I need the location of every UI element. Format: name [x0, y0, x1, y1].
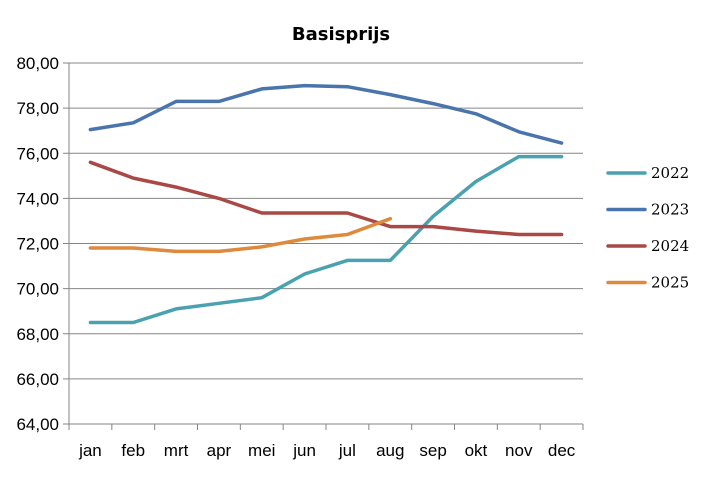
y-tick-label: 76,00 — [16, 144, 59, 163]
legend-label-2024: 2024 — [651, 237, 689, 255]
series-line-2024 — [88, 160, 564, 237]
x-tick-label: jul — [338, 441, 356, 460]
legend: 2022 2023 2024 2025 — [606, 164, 689, 292]
legend-label-2025: 2025 — [651, 274, 689, 292]
axes — [68, 63, 584, 430]
x-tick-label: feb — [121, 441, 145, 460]
y-tick-label: 80,00 — [16, 54, 59, 73]
x-tick-label: sep — [419, 441, 446, 460]
series-line-2022 — [88, 154, 564, 325]
y-tick-label: 74,00 — [16, 189, 59, 208]
x-tick-label: jun — [292, 441, 316, 460]
y-axis-tick-labels: 80,00 78,00 76,00 74,00 72,00 70,00 68,00 66,00… — [16, 54, 59, 434]
x-tick-label: aug — [376, 441, 404, 460]
y-tick-label: 72,00 — [16, 235, 59, 254]
x-axis-tick-labels: jan feb mrt apr mei jun jul aug sep okt nov dec — [78, 441, 576, 460]
x-tick-label: nov — [505, 441, 533, 460]
series-line-2023 — [88, 83, 564, 145]
series-lines — [88, 83, 564, 325]
x-tick-label: apr — [207, 441, 232, 460]
x-tick-label: dec — [548, 441, 576, 460]
x-tick-label: okt — [465, 441, 488, 460]
y-tick-label: 66,00 — [16, 370, 59, 389]
y-tick-label: 68,00 — [16, 325, 59, 344]
series-line-2025 — [88, 216, 393, 254]
legend-label-2022: 2022 — [651, 164, 689, 182]
x-tick-label: mei — [248, 441, 275, 460]
y-tick-label: 70,00 — [16, 280, 59, 299]
chart-title: Basisprijs — [292, 24, 390, 45]
y-tick-label: 78,00 — [16, 99, 59, 118]
y-tick-label: 64,00 — [16, 415, 59, 434]
x-tick-label: mrt — [164, 441, 189, 460]
x-tick-label: jan — [78, 441, 102, 460]
legend-label-2023: 2023 — [651, 201, 689, 219]
